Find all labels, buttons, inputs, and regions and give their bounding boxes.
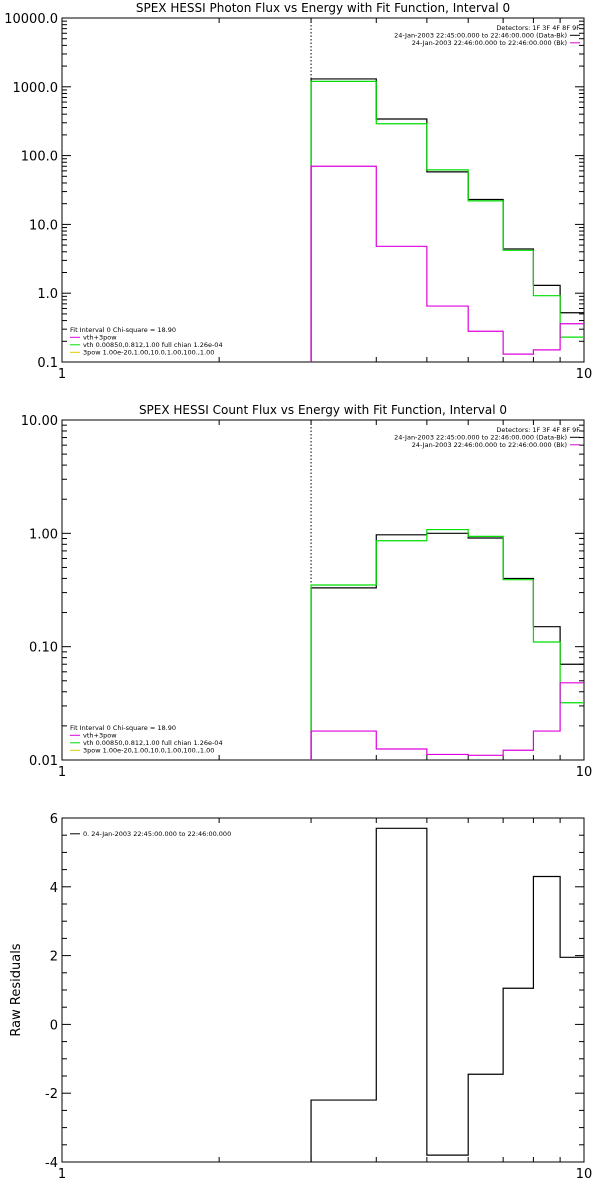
panel-2: SPEX HESSI Count Flux vs Energy with Fit… — [21, 403, 592, 780]
series-vth-3pow — [310, 80, 584, 362]
legend-entry: vth+3pow — [83, 334, 117, 342]
y-tick-label: 1.0 — [37, 287, 58, 302]
y-tick-label: 100.0 — [21, 150, 58, 165]
legend-entry: 0. 24-Jan-2003 22:45:00.000 to 22:46:00.… — [83, 830, 231, 838]
x-tick-label: 1 — [58, 367, 66, 382]
y-tick-label: 6 — [50, 812, 58, 827]
legend-entry: vth 0.00850,0.812,1.00 full chian 1.26e-… — [83, 739, 223, 747]
legend-header: Detectors: 1F 3F 4F 8F 9F — [496, 426, 580, 434]
y-tick-label: 1000.0 — [13, 81, 59, 96]
panel-1: SPEX HESSI Photon Flux vs Energy with Fi… — [4, 1, 592, 382]
y-tick-label: 0.01 — [29, 754, 58, 769]
legend-entry: 24-Jan-2003 22:46:00.000 to 22:46:00.000… — [412, 441, 567, 449]
chart-title: SPEX HESSI Photon Flux vs Energy with Fi… — [136, 1, 510, 15]
series-24-jan-2003-22-46-00-000-to-22-46-00-000 — [310, 165, 584, 362]
legend-header: Fit Interval 0 Chi-square = 18.90 — [70, 326, 176, 334]
x-tick-label: 10 — [576, 1167, 593, 1182]
legend-entry: vth+3pow — [83, 732, 117, 740]
series-24-jan-2003-22-46-00-000-to-22-46-00-000 — [310, 682, 584, 760]
legend-entry: 24-Jan-2003 22:45:00.000 to 22:46:00.000… — [394, 32, 567, 40]
y-tick-label: 1.00 — [29, 527, 58, 542]
plot-frame — [61, 419, 585, 761]
y-axis-label: Raw Residuals — [9, 943, 24, 1036]
legend-entry: 24-Jan-2003 22:46:00.000 to 22:46:00.000… — [412, 39, 567, 47]
x-tick-label: 1 — [58, 1167, 66, 1182]
y-tick-label: 0.10 — [29, 641, 58, 656]
legend-entry: 24-Jan-2003 22:45:00.000 to 22:46:00.000… — [394, 434, 567, 442]
y-tick-label: 0 — [50, 1018, 58, 1033]
plot-frame — [61, 17, 585, 363]
y-tick-label: 0.1 — [37, 356, 58, 371]
y-tick-label: 10000.0 — [4, 12, 58, 27]
y-tick-label: 10.0 — [29, 218, 58, 233]
y-tick-label: 10.00 — [21, 414, 58, 429]
x-tick-label: 1 — [58, 765, 66, 780]
legend-header: Fit Interval 0 Chi-square = 18.90 — [70, 724, 176, 732]
x-tick-label: 10 — [576, 765, 593, 780]
legend-entry: 3pow 1.00e-20,1.00,10.0,1.00,100.,1.00 — [83, 349, 214, 357]
y-tick-label: 4 — [50, 881, 58, 896]
legend-entry: vth 0.00850,0.812,1.00 full chian 1.26e-… — [83, 341, 223, 349]
series-0-24-jan-2003-22-45-00-000-to-22-46-00-0 — [310, 827, 584, 1162]
legend-entry: 3pow 1.00e-20,1.00,10.0,1.00,100.,1.00 — [83, 747, 214, 755]
y-tick-label: -4 — [45, 1156, 58, 1171]
series-24-jan-2003-22-45-00-000-to-22-46-00-000 — [310, 532, 584, 760]
chart-title: SPEX HESSI Count Flux vs Energy with Fit… — [139, 403, 507, 417]
x-tick-label: 10 — [576, 367, 593, 382]
y-tick-label: 2 — [50, 950, 58, 965]
plot-frame — [61, 817, 585, 1163]
panel-3: 1 10 -4 -2 0 2 4 6 Raw Residuals 0. 24-Jan-2003 2… — [9, 812, 592, 1182]
legend-header: Detectors: 1F 3F 4F 8F 9F — [496, 24, 580, 32]
series-vth-3pow — [310, 528, 584, 760]
y-tick-label: -2 — [45, 1087, 58, 1102]
series-24-jan-2003-22-45-00-000-to-22-46-00-000 — [310, 78, 584, 362]
